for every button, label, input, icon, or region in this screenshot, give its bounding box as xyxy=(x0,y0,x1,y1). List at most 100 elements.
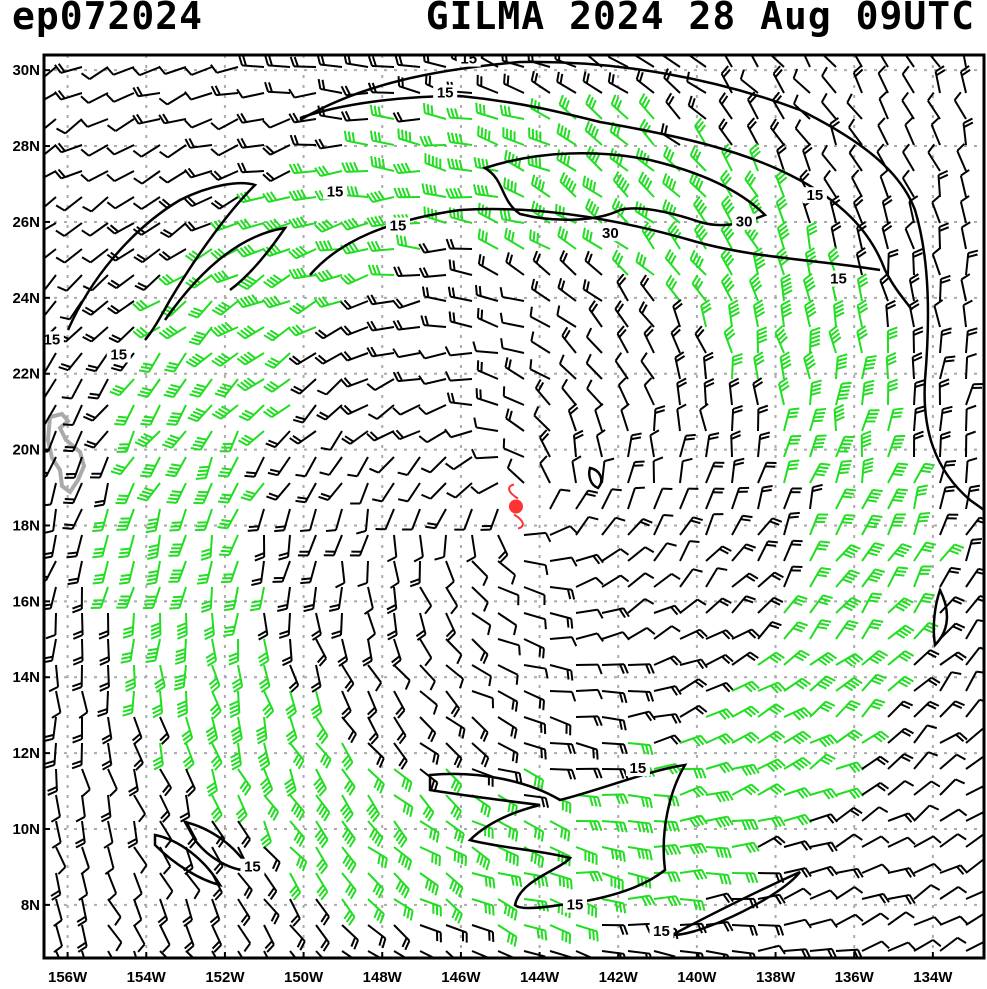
wind-barb xyxy=(502,438,525,458)
wind-barb xyxy=(965,537,983,562)
wind-barb xyxy=(502,127,525,146)
wind-barb xyxy=(147,534,161,561)
wind-barb xyxy=(341,950,355,958)
wind-barb xyxy=(627,894,656,907)
wind-barb xyxy=(83,430,109,449)
wind-barb xyxy=(231,664,244,693)
wind-barb xyxy=(263,924,275,953)
wind-barb xyxy=(315,950,324,958)
wind-barb xyxy=(163,378,187,399)
wind-barb xyxy=(769,55,785,68)
wind-barb xyxy=(236,88,265,99)
wind-barb xyxy=(627,663,655,674)
wind-barb xyxy=(809,513,829,536)
wind-barb xyxy=(419,742,440,765)
wind-barb xyxy=(328,586,343,612)
wind-barb xyxy=(281,638,293,667)
wind-barb xyxy=(445,612,457,641)
wind-barb xyxy=(260,820,272,849)
wind-barb xyxy=(337,638,349,667)
wind-barb xyxy=(718,92,733,120)
wind-barb xyxy=(523,846,545,868)
contour-15-arc-west xyxy=(309,207,881,276)
contour-label-bg xyxy=(625,760,650,777)
wind-barb xyxy=(421,482,447,500)
wind-barb xyxy=(303,586,317,613)
wind-barb xyxy=(549,612,574,629)
wind-barb xyxy=(257,742,271,771)
wind-barb xyxy=(556,123,577,146)
wind-barb xyxy=(809,865,838,877)
wind-barb xyxy=(585,145,603,172)
wind-barb xyxy=(612,171,630,198)
wind-barb xyxy=(132,144,161,158)
wind-barb xyxy=(391,638,402,667)
hawaii-landmass xyxy=(45,411,87,495)
wind-barb xyxy=(289,794,306,822)
wind-barb xyxy=(44,352,57,373)
wind-barb xyxy=(879,169,889,198)
wind-barb xyxy=(776,221,790,250)
wind-barb xyxy=(757,517,783,536)
wind-barb xyxy=(188,326,213,346)
wind-barb xyxy=(392,162,421,175)
contour-label: 15 xyxy=(630,760,647,777)
wind-barb xyxy=(640,352,655,380)
wind-barb xyxy=(854,55,863,68)
wind-barb xyxy=(289,924,306,951)
wind-barb xyxy=(927,143,941,172)
wind-barb xyxy=(366,190,395,203)
wind-barb xyxy=(133,924,146,953)
wind-barb xyxy=(861,457,874,484)
wind-barb xyxy=(93,482,109,508)
wind-barb xyxy=(705,567,728,588)
wind-barb xyxy=(288,88,317,99)
wind-barb xyxy=(145,638,161,664)
lon-tick-label: 142W xyxy=(599,969,639,986)
wind-barb xyxy=(289,898,301,927)
wind-barb xyxy=(572,429,584,458)
wind-barb xyxy=(582,175,603,198)
wind-barb xyxy=(44,404,57,425)
wind-barb xyxy=(90,586,109,610)
wind-barb xyxy=(783,539,803,562)
contour-label: 15 xyxy=(44,331,61,348)
wind-barb xyxy=(803,351,816,380)
wind-barb xyxy=(393,742,408,770)
wind-barb xyxy=(960,273,971,302)
wind-barb xyxy=(132,66,161,77)
wind-barb xyxy=(757,461,777,484)
lon-tick-label: 148W xyxy=(363,969,403,986)
wind-barb xyxy=(653,895,682,907)
wind-barb xyxy=(601,768,629,779)
wind-barb xyxy=(393,187,421,199)
wind-barb xyxy=(393,768,413,793)
wind-barb xyxy=(89,456,109,479)
wind-barb xyxy=(471,448,499,460)
wind-barb xyxy=(530,174,551,198)
wind-barb xyxy=(846,93,863,120)
wind-barb xyxy=(420,456,447,474)
wind-barb xyxy=(582,227,603,250)
lat-tick-label: 30N xyxy=(12,62,40,79)
lon-tick-label: 152W xyxy=(205,969,245,986)
wind-barb xyxy=(316,404,343,421)
wind-barb xyxy=(497,820,519,842)
wind-barb xyxy=(913,592,935,614)
wind-barb xyxy=(803,55,811,68)
wind-barb xyxy=(106,92,135,103)
wind-barb xyxy=(653,542,677,562)
lon-tick-label: 146W xyxy=(441,969,481,986)
wind-barb xyxy=(757,924,785,936)
lat-tick-label: 26N xyxy=(12,214,40,231)
wind-barb xyxy=(861,488,883,510)
wind-barb xyxy=(595,429,606,458)
wind-barb xyxy=(61,378,83,400)
wind-barb xyxy=(205,638,218,667)
wind-barb xyxy=(601,820,628,833)
wind-barb xyxy=(159,794,171,823)
wind-barb xyxy=(913,916,942,926)
wind-barb xyxy=(55,846,67,875)
contour-label-bg xyxy=(39,331,64,348)
wind-barb xyxy=(44,586,57,611)
